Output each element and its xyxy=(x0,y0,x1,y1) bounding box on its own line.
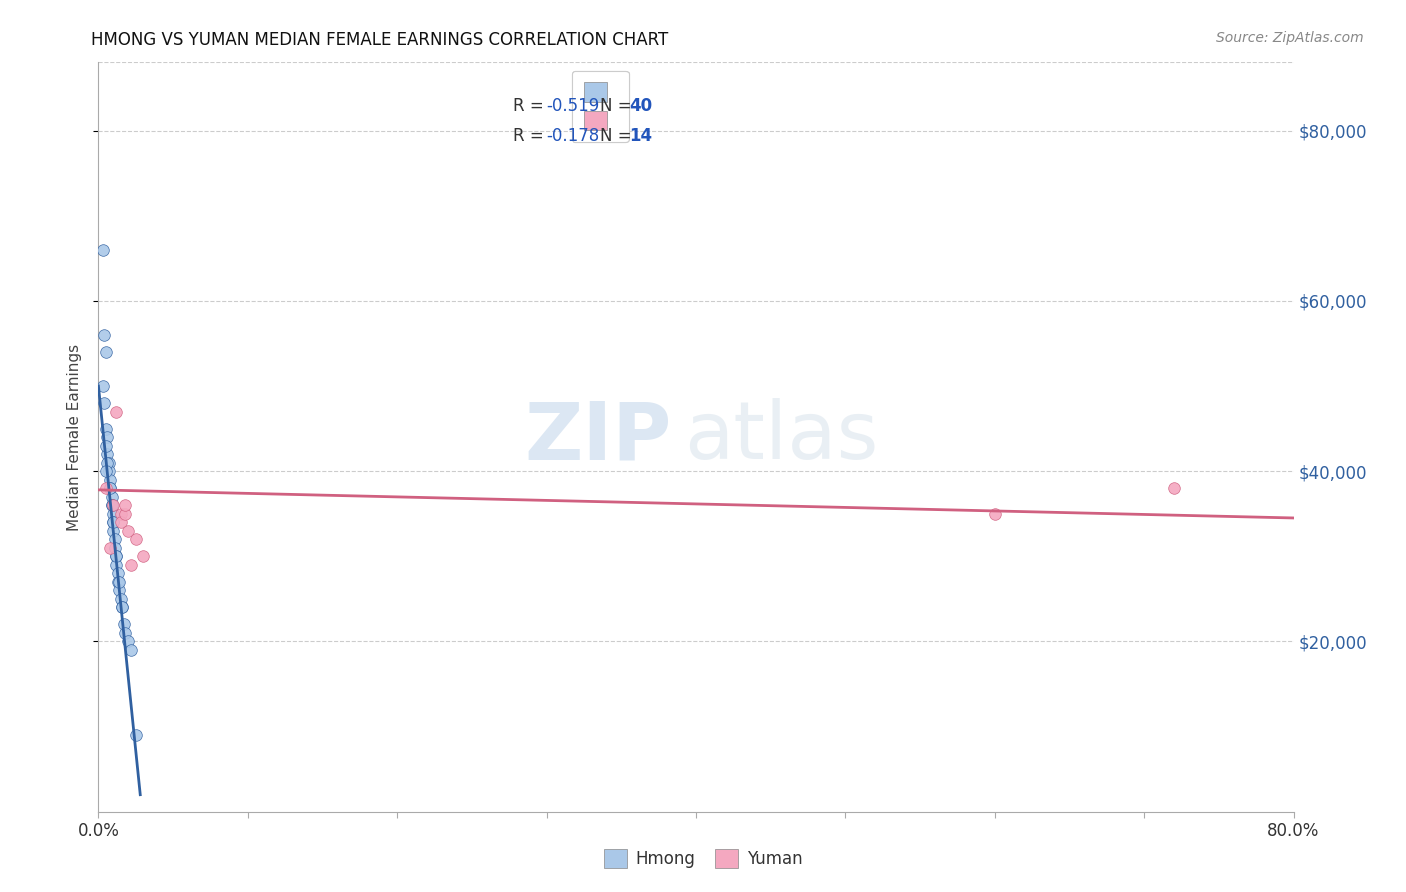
Point xyxy=(107,566,129,581)
Point xyxy=(114,626,136,640)
Point xyxy=(105,549,128,564)
Text: atlas: atlas xyxy=(685,398,879,476)
Point xyxy=(94,481,117,495)
Text: ZIP: ZIP xyxy=(524,398,672,476)
Point xyxy=(104,533,127,547)
Point xyxy=(93,327,115,342)
Point xyxy=(98,481,122,495)
Legend: Hmong, Yuman: Hmong, Yuman xyxy=(598,842,808,875)
Legend: , : , xyxy=(572,70,628,142)
Point xyxy=(110,591,132,606)
Point xyxy=(132,549,155,564)
Point xyxy=(101,498,124,512)
Point xyxy=(125,728,148,742)
Point xyxy=(105,549,128,564)
Point xyxy=(120,643,142,657)
Point xyxy=(114,498,136,512)
Point xyxy=(104,541,127,555)
Point xyxy=(125,533,148,547)
Point xyxy=(101,490,124,504)
Point xyxy=(94,345,117,359)
Point xyxy=(114,507,136,521)
Text: Source: ZipAtlas.com: Source: ZipAtlas.com xyxy=(1216,31,1364,45)
Text: R =: R = xyxy=(513,127,550,145)
Point xyxy=(108,583,131,598)
Text: N =: N = xyxy=(600,97,637,115)
Point xyxy=(97,464,120,478)
Point xyxy=(94,421,117,435)
Point xyxy=(120,558,142,572)
Point xyxy=(103,515,125,529)
Point xyxy=(110,515,132,529)
Text: N =: N = xyxy=(600,127,637,145)
Point xyxy=(103,507,125,521)
Point xyxy=(1163,481,1185,495)
Point xyxy=(101,498,124,512)
Point xyxy=(94,439,117,453)
Point xyxy=(108,574,131,589)
Point xyxy=(111,600,134,615)
Point xyxy=(117,524,139,538)
Point xyxy=(984,507,1007,521)
Point xyxy=(98,473,122,487)
Point xyxy=(112,617,135,632)
Point xyxy=(107,574,129,589)
Point xyxy=(103,515,125,529)
Point xyxy=(105,558,128,572)
Text: R =: R = xyxy=(513,97,550,115)
Point xyxy=(96,430,118,444)
Point xyxy=(91,379,114,393)
Text: HMONG VS YUMAN MEDIAN FEMALE EARNINGS CORRELATION CHART: HMONG VS YUMAN MEDIAN FEMALE EARNINGS CO… xyxy=(91,31,669,49)
Point xyxy=(105,404,128,418)
Text: -0.178: -0.178 xyxy=(547,127,600,145)
Point xyxy=(96,447,118,461)
Point xyxy=(111,600,134,615)
Point xyxy=(103,524,125,538)
Point xyxy=(96,456,118,470)
Point xyxy=(98,541,122,555)
Point xyxy=(94,464,117,478)
Text: -0.519: -0.519 xyxy=(547,97,600,115)
Y-axis label: Median Female Earnings: Median Female Earnings xyxy=(67,343,83,531)
Point xyxy=(117,634,139,648)
Text: 14: 14 xyxy=(628,127,652,145)
Point xyxy=(97,456,120,470)
Point xyxy=(91,243,114,257)
Point xyxy=(110,507,132,521)
Point xyxy=(103,498,125,512)
Point xyxy=(93,396,115,410)
Text: 40: 40 xyxy=(628,97,652,115)
Point xyxy=(98,481,122,495)
